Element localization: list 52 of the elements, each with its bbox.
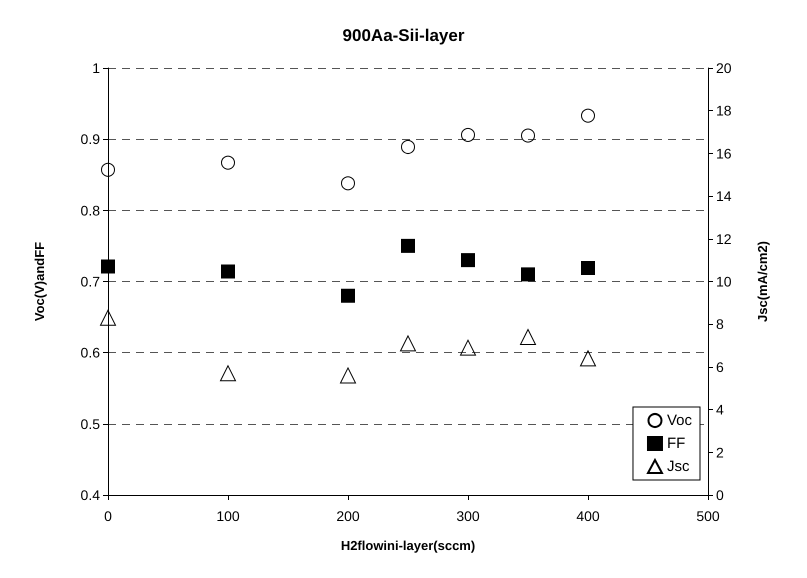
y-tick-label: 0.9 — [80, 131, 100, 148]
point — [521, 128, 535, 143]
point — [580, 350, 596, 366]
y2-tick-label: 0 — [716, 487, 724, 503]
point — [581, 260, 595, 275]
point — [401, 238, 415, 253]
legend-label: FF — [666, 435, 686, 452]
point — [220, 365, 236, 382]
y2-tick-label: 12 — [716, 230, 732, 247]
y2-tick-label: 6 — [716, 358, 724, 375]
point — [221, 156, 235, 170]
point — [461, 128, 475, 142]
point — [461, 253, 475, 268]
y-tick-label: 0.7 — [80, 274, 100, 290]
y2-tick-label: 14 — [716, 188, 732, 204]
point — [341, 288, 355, 303]
point — [100, 310, 116, 326]
point — [520, 329, 536, 346]
y-tick-label: 0.8 — [80, 202, 100, 218]
x-tick-label: 500 — [696, 508, 720, 524]
point — [581, 108, 595, 123]
y2-tick-label: 2 — [716, 444, 724, 460]
y-tick-label: 0.6 — [80, 344, 100, 361]
point — [101, 260, 115, 274]
y2-tick-label: 4 — [716, 402, 724, 418]
point — [401, 140, 415, 154]
point — [400, 335, 416, 352]
point — [521, 267, 535, 282]
point — [221, 264, 235, 279]
x-tick-label: 300 — [456, 508, 480, 524]
point — [341, 176, 355, 190]
y-tick-label: 0.5 — [80, 416, 100, 432]
point — [101, 162, 115, 177]
y2-tick-label: 10 — [716, 274, 732, 290]
y2-tick-label: 20 — [716, 60, 732, 76]
y2-tick-label: 8 — [716, 316, 724, 332]
x-tick-label: 400 — [576, 508, 600, 524]
x-tick-label: 100 — [216, 508, 240, 524]
x-axis-title: H2flowini-layer(sccm) — [340, 538, 476, 553]
y-tick-label: 1 — [92, 60, 100, 76]
x-tick-label: 0 — [104, 508, 112, 524]
y-axis-title: Voc(V)andFF — [32, 242, 47, 322]
y-tick-label: 0.4 — [80, 487, 100, 503]
point — [340, 367, 356, 384]
chart-title: 900Aa-Sii-layer — [342, 26, 465, 45]
y2-axis-title: Jsc(mA/cm2) — [755, 241, 770, 322]
legend-label: Voc — [666, 412, 692, 429]
point — [460, 340, 476, 356]
y2-tick-label: 18 — [716, 102, 732, 119]
legend-label: Jsc — [666, 458, 690, 475]
x-tick-label: 200 — [336, 508, 360, 524]
y2-tick-label: 16 — [716, 145, 732, 162]
